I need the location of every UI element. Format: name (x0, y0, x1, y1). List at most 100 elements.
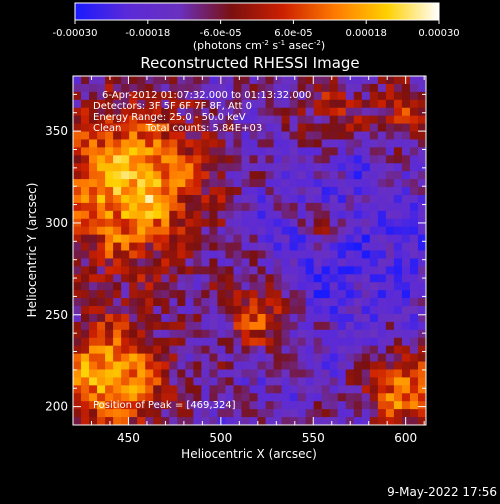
heatmap-cell (121, 107, 130, 117)
heatmap-cell (257, 155, 267, 164)
heatmap-cell (361, 274, 371, 283)
heatmap-cell (417, 274, 426, 283)
heatmap-cell (113, 345, 122, 355)
heatmap-cell (249, 163, 259, 172)
heatmap-cell (153, 83, 162, 93)
heatmap-cell (121, 163, 130, 172)
heatmap-cell (281, 147, 291, 156)
heatmap-cell (129, 242, 138, 251)
heatmap-cell (353, 409, 363, 418)
heatmap-cell (241, 377, 250, 386)
heatmap-cell (249, 99, 259, 109)
heatmap-cell (193, 171, 202, 180)
heatmap-cell (89, 298, 98, 307)
heatmap-cell (321, 417, 331, 425)
heatmap-cell (145, 115, 154, 125)
heatmap-cell (345, 131, 355, 140)
heatmap-cell (265, 401, 275, 410)
heatmap-cell (409, 226, 419, 236)
heatmap-cell (177, 369, 186, 378)
heatmap-cell (233, 234, 242, 244)
heatmap-cell (81, 147, 90, 156)
heatmap-cell (345, 353, 355, 363)
heatmap-cell (289, 337, 299, 347)
heatmap-cell (305, 417, 315, 425)
heatmap-cell (393, 282, 403, 291)
heatmap-cell (89, 369, 98, 378)
heatmap-cell (393, 393, 403, 402)
heatmap-cell (161, 361, 170, 370)
heatmap-cell (81, 266, 90, 275)
heatmap-cell (289, 282, 299, 291)
heatmap-cell (321, 91, 331, 101)
heatmap-cell (265, 171, 275, 180)
heatmap-cell (321, 187, 331, 196)
heatmap-cell (377, 99, 387, 109)
heatmap-cell (137, 329, 146, 339)
heatmap-cell (257, 131, 267, 140)
heatmap-cell (233, 409, 242, 418)
heatmap-cell (169, 274, 178, 283)
heatmap-cell (73, 147, 82, 156)
heatmap-cell (265, 298, 275, 307)
heatmap-cell (121, 139, 130, 148)
heatmap-cell (105, 171, 114, 180)
heatmap-cell (153, 163, 162, 172)
heatmap-cell (225, 401, 234, 410)
heatmap-cell (265, 226, 275, 236)
heatmap-cell (249, 321, 259, 331)
heatmap-cell (225, 194, 234, 204)
heatmap-cell (369, 76, 379, 85)
heatmap-cell (345, 226, 355, 236)
heatmap-cell (265, 218, 275, 228)
heatmap-cell (297, 187, 307, 196)
heatmap-cell (129, 234, 138, 244)
heatmap-cell (185, 226, 194, 236)
heatmap-cell (353, 234, 363, 244)
heatmap-cell (297, 155, 307, 164)
heatmap-cell (137, 369, 146, 378)
heatmap-cell (209, 250, 218, 259)
heatmap-cell (369, 155, 379, 164)
heatmap-cell (113, 306, 122, 315)
heatmap-cell (249, 353, 259, 363)
heatmap-cell (265, 99, 275, 109)
heatmap-cell (185, 361, 194, 370)
heatmap-cell (113, 409, 122, 418)
heatmap-cell (257, 266, 267, 275)
heatmap-cell (417, 385, 426, 394)
heatmap-cell (201, 266, 210, 275)
heatmap-cell (225, 258, 234, 267)
heatmap-cell (409, 393, 419, 402)
heatmap-cell (129, 409, 138, 418)
heatmap-cell (329, 83, 339, 93)
heatmap-cell (145, 147, 154, 156)
heatmap-cell (201, 218, 210, 228)
heatmap-cell (185, 298, 194, 307)
heatmap-cell (233, 361, 242, 370)
heatmap-cell (161, 274, 170, 283)
heatmap-cell (97, 194, 106, 204)
heatmap-cell (289, 91, 299, 101)
heatmap-cell (361, 234, 371, 244)
heatmap-cell (385, 345, 395, 355)
heatmap-cell (361, 218, 371, 228)
heatmap-cell (353, 313, 363, 323)
heatmap-cell (113, 123, 122, 133)
heatmap-cell (305, 83, 315, 93)
heatmap-cell (409, 147, 419, 156)
heatmap-cell (193, 258, 202, 267)
heatmap-cell (385, 329, 395, 339)
heatmap-cell (169, 194, 178, 204)
heatmap-cell (89, 99, 98, 109)
heatmap-cell (153, 409, 162, 418)
heatmap-cell (241, 250, 250, 259)
heatmap-cell (337, 147, 347, 156)
heatmap-cell (249, 258, 259, 267)
heatmap-cell (193, 91, 202, 101)
heatmap-cell (345, 274, 355, 283)
heatmap-cell (129, 163, 138, 172)
heatmap-cell (385, 226, 395, 236)
heatmap-cell (329, 234, 339, 244)
heatmap-cell (417, 155, 426, 164)
